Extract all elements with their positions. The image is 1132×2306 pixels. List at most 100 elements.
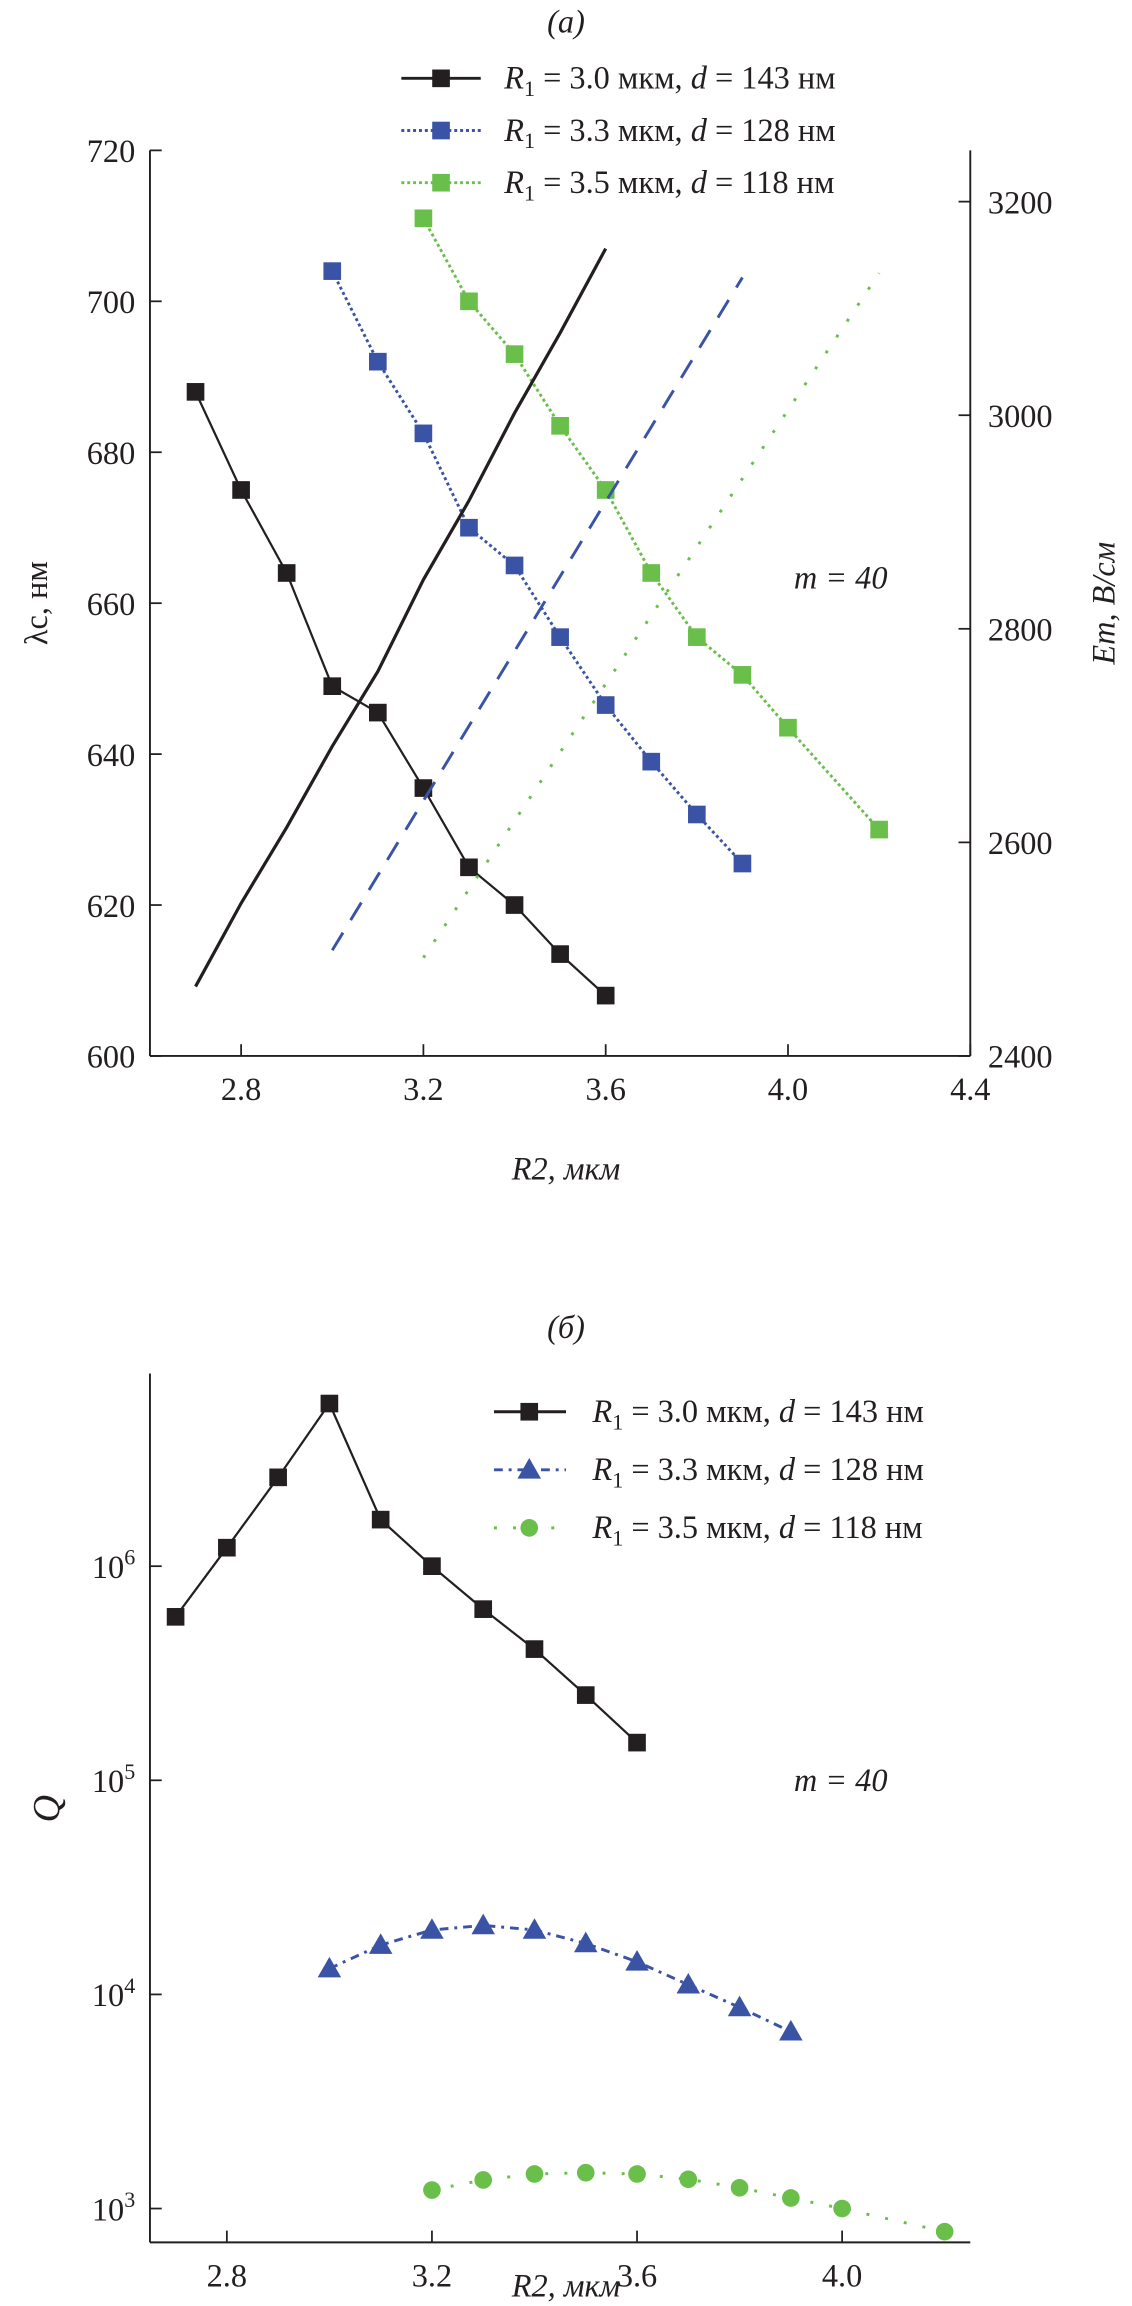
data-point	[573, 1931, 598, 1953]
data-point	[733, 854, 752, 873]
legend-marker	[520, 1402, 539, 1421]
data-point	[414, 209, 433, 228]
legend-marker	[520, 1519, 539, 1537]
panel-b-xlabel: R2, мкм	[511, 2268, 620, 2304]
series-line-5	[422, 272, 881, 959]
panel-a-ylabel: λc, нм	[18, 561, 54, 645]
data-point	[522, 1918, 547, 1939]
data-point	[935, 2222, 954, 2241]
y-tick-label: 600	[87, 1039, 136, 1075]
series-line-0	[174, 1401, 638, 1744]
data-point	[688, 628, 706, 646]
data-point	[596, 986, 615, 1005]
x-tick-label: 3.2	[412, 2257, 452, 2293]
panel-a-label: (a)	[547, 4, 585, 40]
data-point	[186, 383, 205, 401]
series-line-4	[330, 276, 744, 952]
legend-label: R1 = 3.3 мкм, d = 128 нм	[503, 112, 835, 153]
panel-b-annotation: m = 40	[794, 1762, 888, 1798]
y-tick-label: 700	[87, 284, 136, 320]
y2-tick-label: 2600	[988, 825, 1053, 861]
data-point	[232, 481, 250, 499]
data-point	[369, 703, 387, 722]
data-point	[323, 677, 342, 696]
data-point	[320, 1394, 339, 1413]
x-tick-label: 4.0	[768, 1071, 808, 1107]
data-point	[688, 805, 706, 824]
data-point	[551, 628, 569, 646]
data-point	[368, 1933, 393, 1954]
data-point	[779, 718, 797, 737]
data-point	[628, 1733, 646, 1752]
legend-label: R1 = 3.0 мкм, d = 143 нм	[503, 60, 835, 101]
y-tick-label: 105	[92, 1759, 135, 1799]
data-point	[551, 945, 569, 963]
data-point	[676, 1972, 701, 1994]
series-line-2	[422, 217, 881, 831]
legend-label: R1 = 3.3 мкм, d = 128 нм	[591, 1451, 923, 1492]
legend-marker	[432, 121, 450, 140]
legend-marker	[432, 69, 450, 88]
data-point	[782, 2189, 800, 2207]
panel-a-annotation: m = 40	[794, 559, 888, 595]
x-tick-label: 3.6	[617, 2257, 657, 2293]
data-point	[505, 345, 524, 363]
panel-a-y2label: Em, В/см	[1085, 542, 1121, 666]
legend-label: R1 = 3.5 мкм, d = 118 нм	[591, 1509, 922, 1550]
data-point	[474, 2171, 493, 2189]
data-point	[576, 1686, 595, 1704]
data-point	[423, 2181, 441, 2199]
panel-b: (б) m = 40 R2, мкм Q 2.8 3.2 3.6 4.0 103 104 1…	[26, 1309, 971, 2304]
data-point	[642, 752, 661, 771]
data-point	[727, 1995, 752, 2017]
series-line-3	[194, 247, 608, 988]
data-point	[460, 518, 478, 537]
data-point	[460, 858, 478, 877]
legend-marker	[432, 173, 450, 192]
panel-a-xlabel: R2, мкм	[511, 1150, 620, 1186]
data-point	[414, 424, 433, 443]
x-tick-label: 4.4	[950, 1071, 990, 1107]
data-point	[474, 1600, 493, 1618]
y-tick-label: 720	[87, 133, 136, 169]
data-point	[317, 1956, 342, 1978]
x-tick-label: 3.6	[585, 1071, 625, 1107]
data-point	[679, 2170, 698, 2189]
y-tick-label: 680	[87, 435, 136, 471]
y2-tick-label: 3200	[988, 184, 1053, 220]
y-tick-label: 104	[92, 1973, 135, 2013]
y-tick-label: 640	[87, 737, 136, 773]
data-point	[420, 1918, 444, 1939]
x-tick-label: 2.8	[207, 2257, 247, 2293]
y-tick-label: 620	[87, 888, 136, 924]
data-point	[596, 696, 615, 714]
x-tick-label: 4.0	[822, 2257, 862, 2293]
y-tick-label: 106	[92, 1545, 135, 1585]
data-point	[576, 2163, 595, 2182]
data-point	[642, 564, 661, 582]
legend-label: R1 = 3.5 мкм, d = 118 нм	[503, 164, 834, 205]
data-point	[733, 666, 752, 684]
series-line-1	[328, 1923, 792, 2033]
series-line-1	[330, 270, 744, 865]
data-point	[525, 2165, 544, 2183]
data-point	[460, 292, 478, 311]
series-line-0	[194, 391, 607, 997]
data-point	[218, 1538, 236, 1557]
data-point	[423, 1557, 441, 1576]
data-point	[471, 1913, 495, 1935]
data-point	[525, 1640, 544, 1658]
x-tick-label: 2.8	[221, 1071, 261, 1107]
legend-marker	[517, 1458, 542, 1479]
data-point	[505, 556, 524, 575]
series-line-2	[431, 2171, 945, 2234]
data-point	[166, 1608, 185, 1626]
y2-tick-label: 2800	[988, 612, 1053, 648]
panel-a: (a) m = 40 R2, мкм λc, нм Em, В/см 2.8 3.…	[18, 4, 1121, 1187]
data-point	[730, 2178, 749, 2197]
y2-tick-label: 3000	[988, 398, 1053, 434]
data-point	[277, 564, 296, 582]
x-tick-label: 3.2	[403, 1071, 443, 1107]
